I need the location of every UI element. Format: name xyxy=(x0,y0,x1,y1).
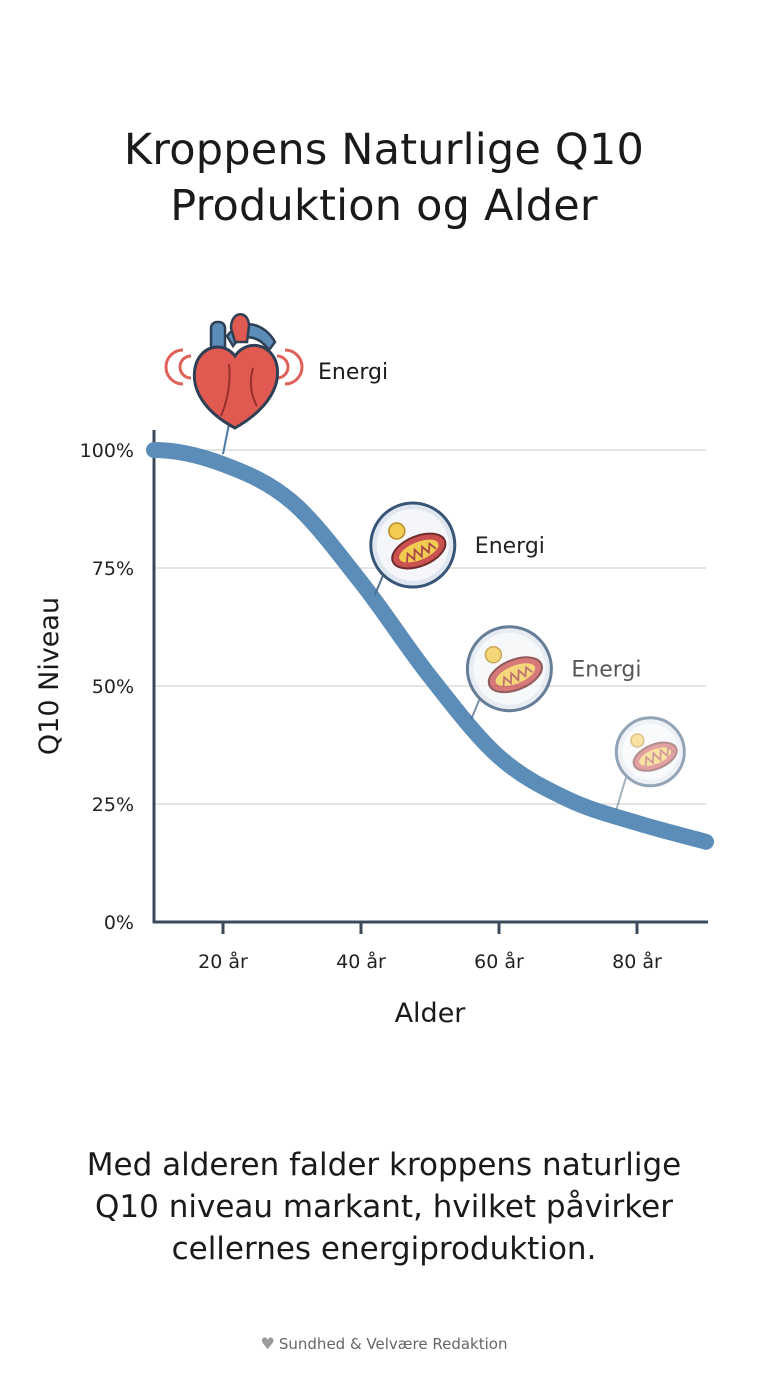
annotation-label: Energi xyxy=(318,360,388,385)
annotation: Energi xyxy=(164,313,388,455)
mitochondria-icon xyxy=(614,716,686,788)
heart-pulse-icon: ♥ xyxy=(260,1334,275,1353)
x-tick-label: 20 år xyxy=(198,950,248,973)
annotation: Energi xyxy=(465,625,642,720)
y-tick-label: 50% xyxy=(92,676,134,698)
caption-line-3: cellernes energiproduktion. xyxy=(171,1231,597,1267)
q10-chart: 0% 25% 50% 75% 100% 20 år 40 år 60 år 80 år Ener… xyxy=(34,313,714,1029)
caption-line-2: Q10 niveau markant, hvilket påvirker xyxy=(95,1189,673,1225)
y-tick-label: 75% xyxy=(92,558,134,580)
title-line-1: Kroppens Naturlige Q10 xyxy=(123,125,645,175)
annotation: Energi xyxy=(369,501,545,596)
y-tick-label: 25% xyxy=(92,794,134,816)
x-tick-label: 60 år xyxy=(474,950,524,973)
caption-line-1: Med alderen falder kroppens naturlige xyxy=(86,1147,682,1183)
annotation-label: Energi xyxy=(571,658,641,683)
footer-text: Sundhed & Velvære Redaktion xyxy=(278,1335,508,1353)
x-axis-label: Alder xyxy=(395,998,467,1029)
y-axis-label: Q10 Niveau xyxy=(34,597,65,755)
mitochondria-icon xyxy=(369,501,457,589)
footer: ♥ Sundhed & Velvære Redaktion xyxy=(0,1334,768,1353)
x-tick-label: 40 år xyxy=(336,950,386,973)
leader-line xyxy=(470,697,481,720)
leader-line xyxy=(222,423,230,455)
y-tick-label: 100% xyxy=(80,440,134,462)
chart-title: Kroppens Naturlige Q10 Produktion og Ald… xyxy=(0,122,768,234)
annotation-label: Energi xyxy=(475,534,545,559)
x-tick-label: 80 år xyxy=(612,950,662,973)
annotation xyxy=(614,716,686,811)
chart-caption: Med alderen falder kroppens naturlige Q1… xyxy=(40,1144,728,1270)
leader-line xyxy=(373,574,385,596)
heart-icon xyxy=(164,313,304,430)
y-tick-label: 0% xyxy=(104,912,134,934)
leader-line xyxy=(615,775,628,811)
mitochondria-icon xyxy=(465,625,553,713)
series-line xyxy=(146,442,714,850)
title-line-2: Produktion og Alder xyxy=(170,181,598,231)
